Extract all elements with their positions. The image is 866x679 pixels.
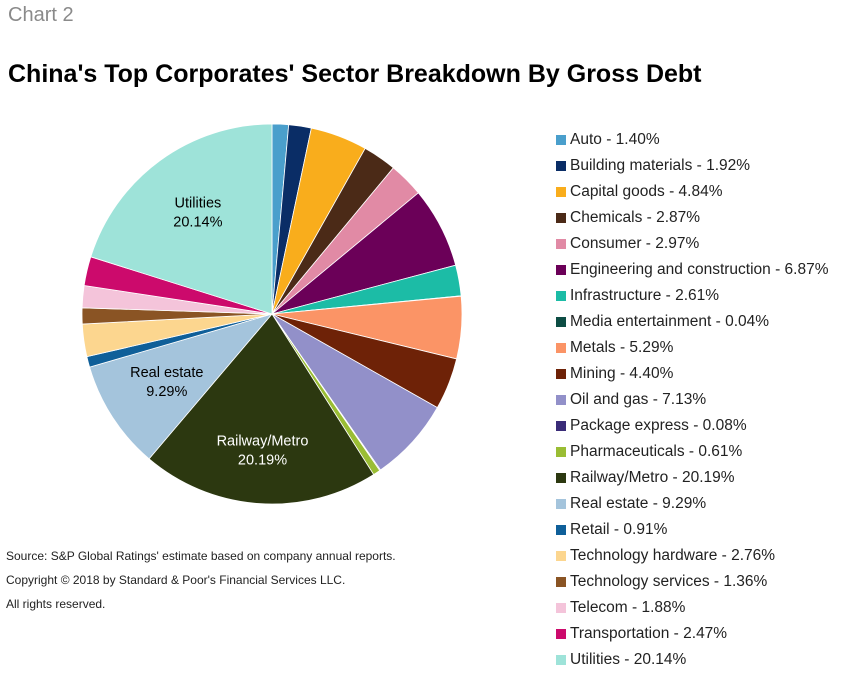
legend-swatch [556, 317, 566, 327]
legend-label: Mining - 4.40% [570, 365, 674, 382]
pie-label-real-estate: Real estate [130, 365, 203, 381]
legend-item-consumer: Consumer - 2.97% [556, 231, 829, 257]
legend-label: Package express - 0.08% [570, 417, 747, 434]
legend-swatch [556, 629, 566, 639]
legend-swatch [556, 161, 566, 171]
pie-value-real-estate: 9.29% [146, 384, 187, 400]
legend-swatch [556, 395, 566, 405]
legend-swatch [556, 239, 566, 249]
pie-label-utilities: Utilities [175, 196, 222, 212]
legend-item-technology-hardware: Technology hardware - 2.76% [556, 543, 829, 569]
pie-value-utilities: 20.14% [173, 215, 222, 231]
legend-item-package-express: Package express - 0.08% [556, 413, 829, 439]
legend-swatch [556, 447, 566, 457]
pie-slice-utilities [90, 123, 273, 315]
legend-item-pharmaceuticals: Pharmaceuticals - 0.61% [556, 439, 829, 465]
legend-label: Capital goods - 4.84% [570, 183, 723, 200]
legend-label: Media entertainment - 0.04% [570, 313, 770, 330]
legend-item-infrastructure: Infrastructure - 2.61% [556, 283, 829, 309]
legend-swatch [556, 343, 566, 353]
legend-item-telecom: Telecom - 1.88% [556, 595, 829, 621]
pie-value-railway-metro: 20.19% [238, 452, 287, 468]
pie-label-railway-metro: Railway/Metro [217, 433, 309, 449]
source-note: Source: S&P Global Ratings' estimate bas… [6, 549, 396, 563]
legend-swatch [556, 603, 566, 613]
legend-item-media-entertainment: Media entertainment - 0.04% [556, 309, 829, 335]
legend-item-building-materials: Building materials - 1.92% [556, 153, 829, 179]
legend-item-retail: Retail - 0.91% [556, 517, 829, 543]
legend-item-transportation: Transportation - 2.47% [556, 621, 829, 647]
legend-label: Building materials - 1.92% [570, 157, 751, 174]
legend-label: Transportation - 2.47% [570, 625, 728, 642]
chart-title: China's Top Corporates' Sector Breakdown… [8, 60, 702, 88]
chart-footer: Source: S&P Global Ratings' estimate bas… [6, 544, 396, 616]
chart-legend: Auto - 1.40% Building materials - 1.92% Ca… [556, 127, 829, 673]
legend-label: Utilities - 20.14% [570, 651, 687, 668]
legend-swatch [556, 265, 566, 275]
legend-item-metals: Metals - 5.29% [556, 335, 829, 361]
legend-swatch [556, 551, 566, 561]
legend-item-utilities: Utilities - 20.14% [556, 647, 829, 673]
legend-item-chemicals: Chemicals - 2.87% [556, 205, 829, 231]
legend-item-capital-goods: Capital goods - 4.84% [556, 179, 829, 205]
legend-item-technology-services: Technology services - 1.36% [556, 569, 829, 595]
legend-swatch [556, 369, 566, 379]
legend-label: Retail - 0.91% [570, 521, 668, 538]
copyright-note: Copyright © 2018 by Standard & Poor's Fi… [6, 573, 346, 587]
legend-label: Consumer - 2.97% [570, 235, 700, 252]
legend-swatch [556, 473, 566, 483]
legend-label: Chemicals - 2.87% [570, 209, 701, 226]
legend-label: Metals - 5.29% [570, 339, 674, 356]
chart-number-label: Chart 2 [8, 4, 74, 26]
legend-swatch [556, 213, 566, 223]
legend-item-auto: Auto - 1.40% [556, 127, 829, 153]
legend-label: Technology services - 1.36% [570, 573, 768, 590]
legend-label: Pharmaceuticals - 0.61% [570, 443, 743, 460]
legend-label: Infrastructure - 2.61% [570, 287, 720, 304]
legend-label: Technology hardware - 2.76% [570, 547, 776, 564]
legend-swatch [556, 187, 566, 197]
legend-swatch [556, 421, 566, 431]
legend-item-oil-and-gas: Oil and gas - 7.13% [556, 387, 829, 413]
legend-item-engineering-and-construction: Engineering and construction - 6.87% [556, 257, 829, 283]
rights-note: All rights reserved. [6, 597, 106, 611]
legend-label: Telecom - 1.88% [570, 599, 686, 616]
legend-swatch [556, 577, 566, 587]
legend-item-railway-metro: Railway/Metro - 20.19% [556, 465, 829, 491]
legend-item-real-estate: Real estate - 9.29% [556, 491, 829, 517]
legend-swatch [556, 135, 566, 145]
pie-slice-real-estate [89, 313, 274, 460]
pie-slice-railway-metro [148, 313, 375, 505]
legend-label: Oil and gas - 7.13% [570, 391, 707, 408]
legend-swatch [556, 655, 566, 665]
legend-swatch [556, 499, 566, 509]
legend-label: Auto - 1.40% [570, 131, 660, 148]
legend-label: Engineering and construction - 6.87% [570, 261, 829, 278]
legend-item-mining: Mining - 4.40% [556, 361, 829, 387]
legend-swatch [556, 525, 566, 535]
legend-swatch [556, 291, 566, 301]
legend-label: Railway/Metro - 20.19% [570, 469, 735, 486]
legend-label: Real estate - 9.29% [570, 495, 707, 512]
